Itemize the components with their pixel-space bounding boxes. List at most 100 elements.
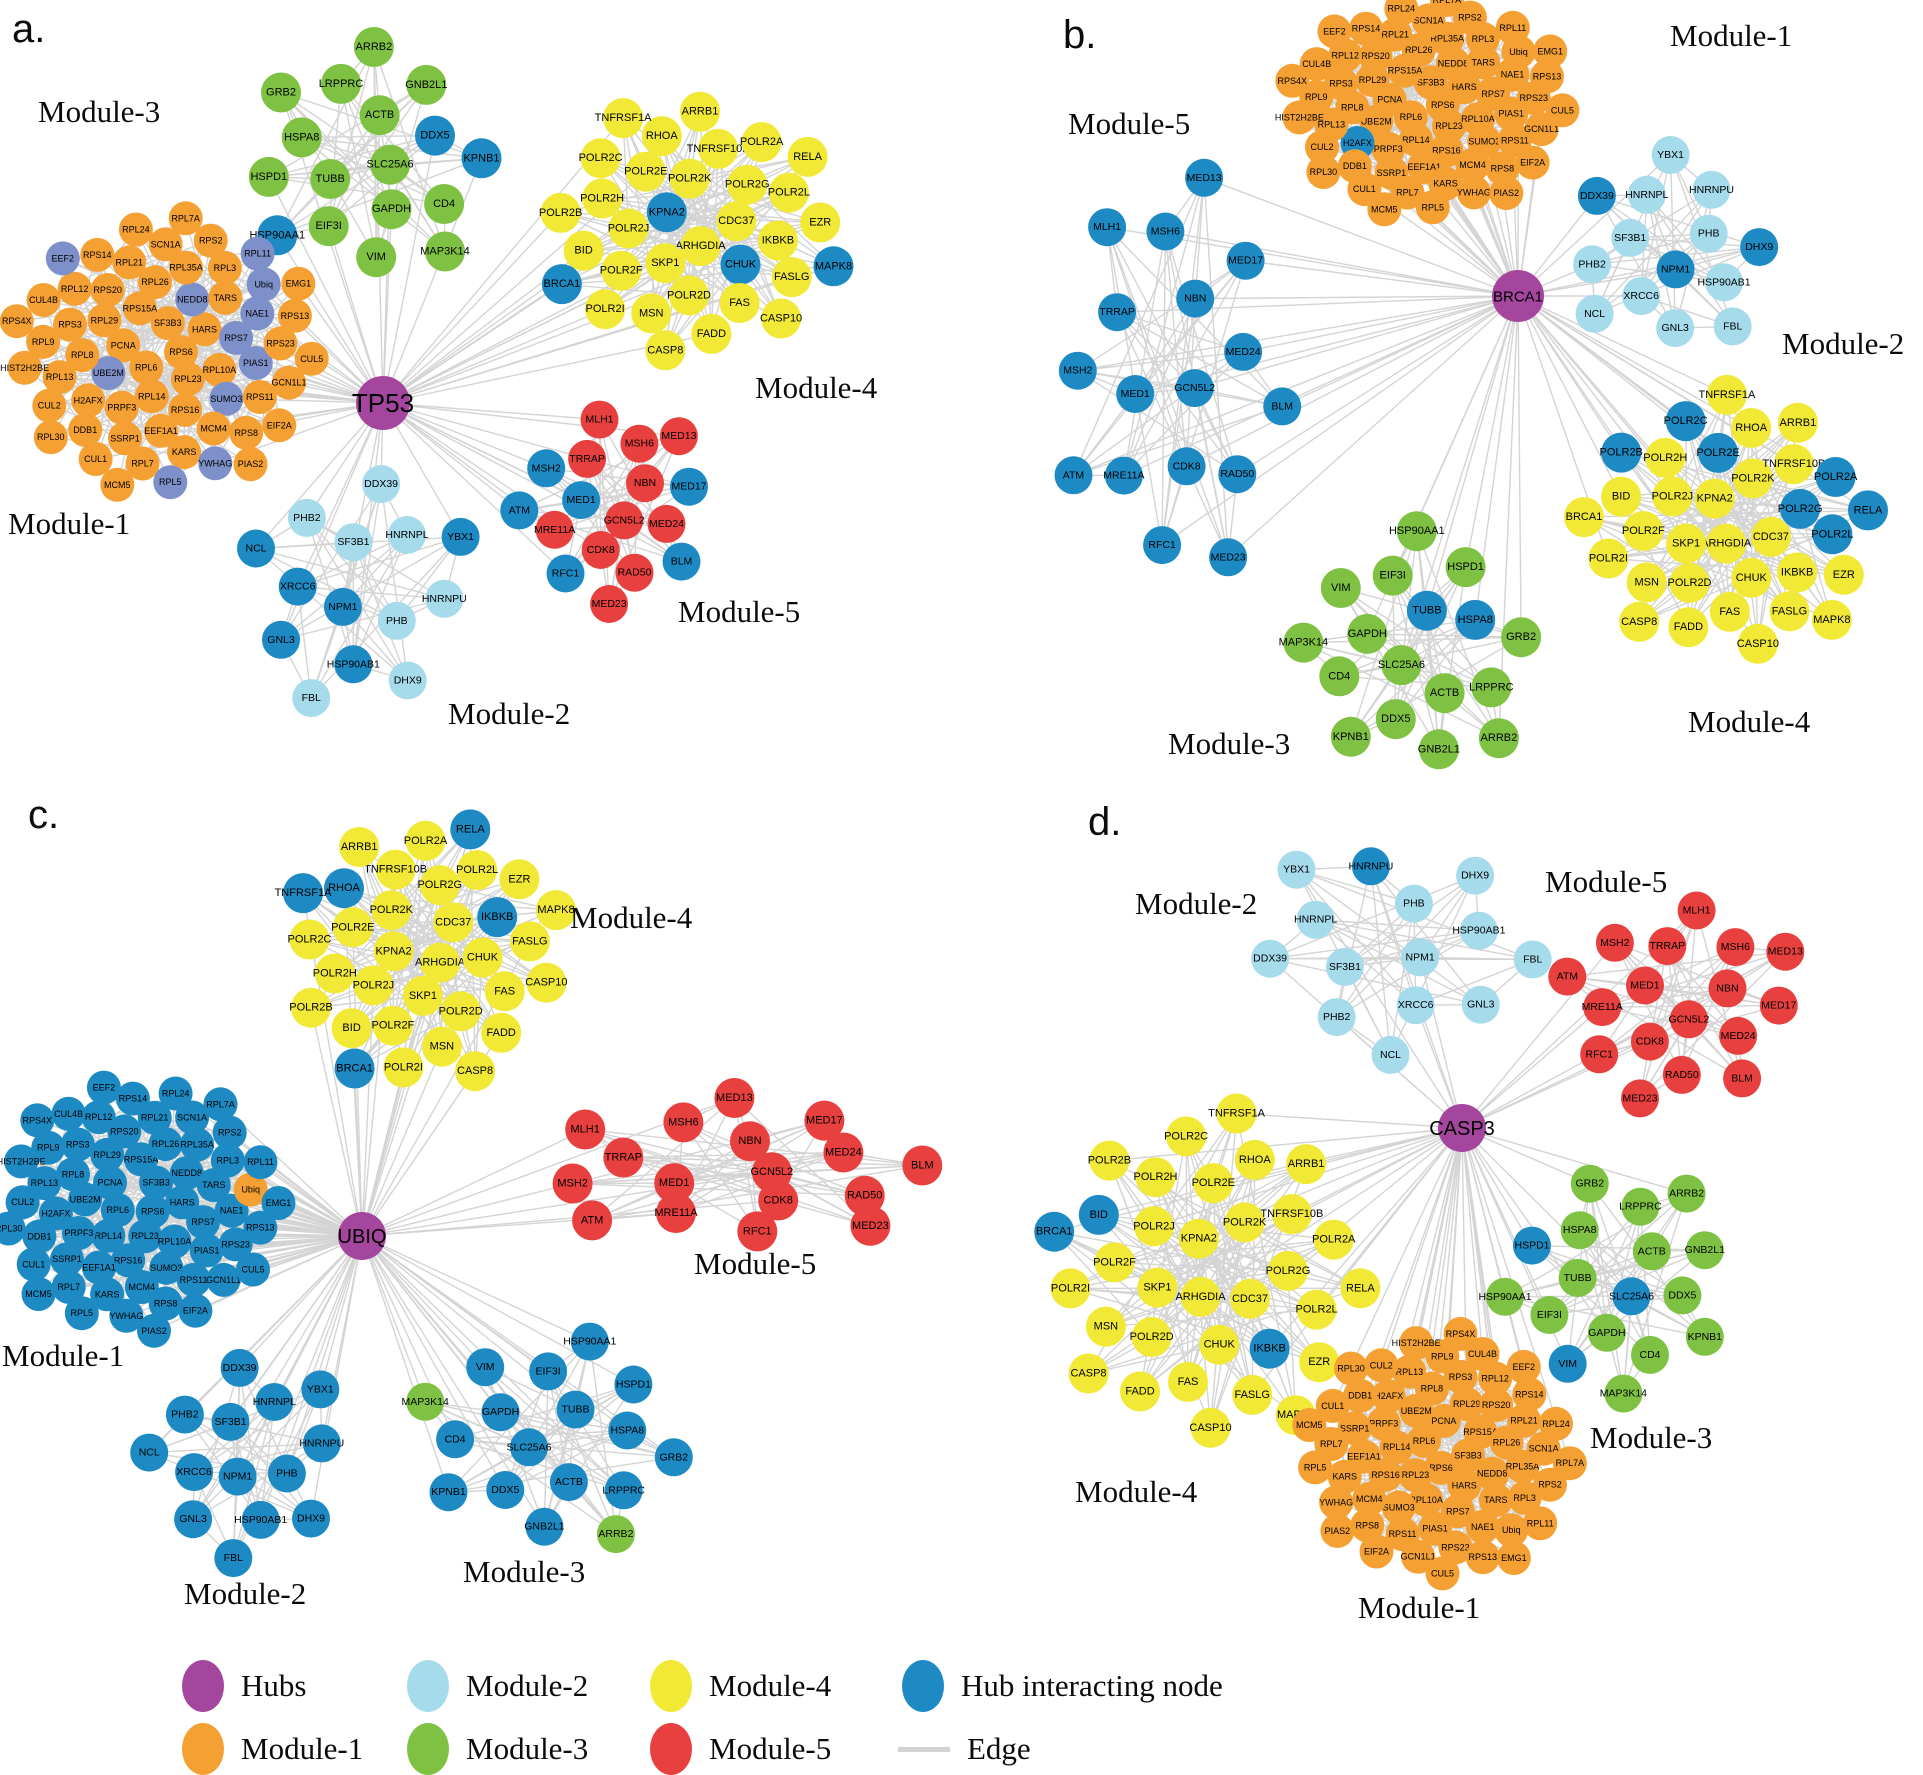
gene-node-PIAS2[interactable]: [137, 1313, 171, 1348]
gene-node-POLR2J[interactable]: [1134, 1206, 1174, 1247]
gene-node-CUL5[interactable]: [236, 1252, 270, 1287]
gene-node-POLR2E[interactable]: [1698, 432, 1739, 473]
hub-node-BRCA1[interactable]: [1492, 270, 1544, 322]
gene-node-SF3B1[interactable]: [211, 1402, 250, 1441]
gene-node-MCM5[interactable]: [100, 467, 135, 502]
gene-node-SUMO3[interactable]: [1381, 1490, 1416, 1525]
gene-node-HIST2H2BE[interactable]: [1282, 100, 1317, 135]
gene-node-MSH6[interactable]: [663, 1102, 704, 1143]
gene-node-ATM[interactable]: [500, 491, 539, 530]
gene-node-RPS13[interactable]: [277, 298, 312, 333]
gene-node-MED23[interactable]: [1621, 1079, 1659, 1118]
gene-node-RPS7[interactable]: [219, 320, 254, 355]
gene-node-CUL1[interactable]: [1315, 1388, 1350, 1423]
gene-node-CUL1[interactable]: [78, 442, 113, 476]
gene-node-MCM4[interactable]: [1455, 148, 1490, 183]
gene-node-POLR2H[interactable]: [1135, 1157, 1176, 1198]
gene-node-RPL13[interactable]: [27, 1166, 62, 1201]
gene-node-YBX1[interactable]: [1277, 850, 1316, 889]
gene-node-RPS23[interactable]: [218, 1227, 253, 1262]
gene-node-HSP90AB1[interactable]: [241, 1500, 280, 1539]
gene-node-CHUK[interactable]: [1731, 557, 1772, 598]
gene-node-MLH1[interactable]: [565, 1109, 606, 1150]
gene-node-ARRB1[interactable]: [339, 827, 380, 867]
gene-node-YWHAG[interactable]: [1319, 1485, 1354, 1520]
gene-node-PHB2[interactable]: [165, 1395, 204, 1434]
gene-node-RPS20[interactable]: [107, 1114, 142, 1149]
gene-node-FAS[interactable]: [1709, 591, 1750, 632]
gene-node-NAE1[interactable]: [240, 296, 275, 331]
gene-node-BLM[interactable]: [902, 1145, 943, 1186]
gene-node-RPL5[interactable]: [64, 1296, 99, 1331]
gene-node-POLR2K[interactable]: [669, 158, 710, 199]
gene-node-MAPK8[interactable]: [1811, 599, 1852, 640]
gene-node-RPL3[interactable]: [1507, 1480, 1542, 1515]
gene-node-RPS23[interactable]: [263, 326, 298, 361]
gene-node-GCN1L1[interactable]: [272, 365, 306, 400]
gene-node-FADD[interactable]: [1668, 607, 1709, 648]
gene-node-NCL[interactable]: [237, 529, 275, 568]
gene-node-NPM1[interactable]: [218, 1457, 257, 1496]
gene-node-RPS16[interactable]: [168, 392, 203, 427]
gene-node-CDK8[interactable]: [1167, 447, 1206, 486]
gene-node-MCM5[interactable]: [1292, 1408, 1327, 1442]
gene-node-ARRB2[interactable]: [1478, 718, 1519, 759]
gene-node-RPL5[interactable]: [1415, 190, 1450, 225]
gene-node-FASLG[interactable]: [509, 921, 550, 962]
gene-node-DDX39[interactable]: [1577, 176, 1616, 215]
gene-node-RPL30[interactable]: [1334, 1351, 1368, 1386]
gene-node-POLR2C[interactable]: [580, 138, 621, 179]
gene-node-GCN1L1[interactable]: [1401, 1539, 1436, 1574]
gene-node-PHB[interactable]: [1689, 214, 1728, 253]
gene-node-GNL3[interactable]: [1656, 309, 1695, 348]
gene-node-ACTB[interactable]: [1632, 1232, 1671, 1271]
gene-node-TUBB[interactable]: [1558, 1258, 1597, 1297]
gene-node-PRPF3[interactable]: [104, 390, 139, 425]
gene-node-VIM[interactable]: [356, 237, 397, 278]
gene-node-RPS11[interactable]: [242, 380, 277, 414]
gene-node-RPL3[interactable]: [207, 250, 242, 285]
gene-node-DDX5[interactable]: [486, 1471, 525, 1509]
gene-node-BRCA1[interactable]: [334, 1048, 375, 1089]
gene-node-RPS3[interactable]: [53, 307, 87, 342]
gene-node-NEDD8[interactable]: [175, 282, 210, 317]
gene-node-RAD50[interactable]: [844, 1175, 885, 1216]
gene-node-RPS13[interactable]: [1465, 1540, 1500, 1575]
gene-node-CDC37[interactable]: [716, 201, 757, 242]
gene-node-RPS2[interactable]: [193, 223, 228, 258]
gene-node-PHB2[interactable]: [1573, 245, 1612, 284]
gene-node-POLR2F[interactable]: [372, 1005, 413, 1046]
gene-node-EEF2[interactable]: [86, 1070, 121, 1105]
gene-node-RELA[interactable]: [450, 809, 491, 850]
gene-node-SSRP1[interactable]: [50, 1242, 84, 1277]
gene-node-EMG1[interactable]: [1496, 1541, 1531, 1575]
gene-node-CHUK[interactable]: [720, 244, 761, 285]
gene-node-POLR2I[interactable]: [585, 289, 626, 330]
gene-node-RFC1[interactable]: [1143, 526, 1182, 565]
gene-node-SLC25A6[interactable]: [1381, 645, 1422, 686]
gene-node-MSN[interactable]: [1626, 562, 1667, 603]
gene-node-FAS[interactable]: [719, 283, 760, 323]
gene-node-BID[interactable]: [1078, 1194, 1119, 1235]
gene-node-RELA[interactable]: [1848, 490, 1888, 531]
gene-node-CDC37[interactable]: [1750, 516, 1791, 557]
gene-node-POLR2E[interactable]: [625, 151, 666, 192]
gene-node-RPL5[interactable]: [153, 465, 188, 500]
gene-node-MAPK8[interactable]: [536, 890, 576, 931]
gene-node-HIST2H2BE[interactable]: [1399, 1326, 1434, 1361]
gene-node-EEF2[interactable]: [1317, 14, 1352, 49]
gene-node-SUMO3[interactable]: [149, 1250, 184, 1285]
gene-node-RPS8[interactable]: [148, 1286, 183, 1321]
gene-node-DHX9[interactable]: [292, 1499, 330, 1538]
gene-node-FBL[interactable]: [292, 679, 331, 718]
gene-node-GNB2L1[interactable]: [406, 64, 447, 105]
gene-node-TRRAP[interactable]: [1648, 927, 1687, 966]
gene-node-RPL30[interactable]: [0, 1211, 26, 1246]
gene-node-TNFRSF1A[interactable]: [283, 873, 323, 914]
gene-node-EEF2[interactable]: [1506, 1349, 1541, 1384]
gene-node-POLR2G[interactable]: [1780, 488, 1821, 529]
gene-node-RAD50[interactable]: [615, 553, 654, 592]
gene-node-CDK8[interactable]: [1630, 1022, 1669, 1061]
gene-node-ACTB[interactable]: [549, 1463, 588, 1502]
gene-node-RPL14[interactable]: [1398, 122, 1433, 157]
